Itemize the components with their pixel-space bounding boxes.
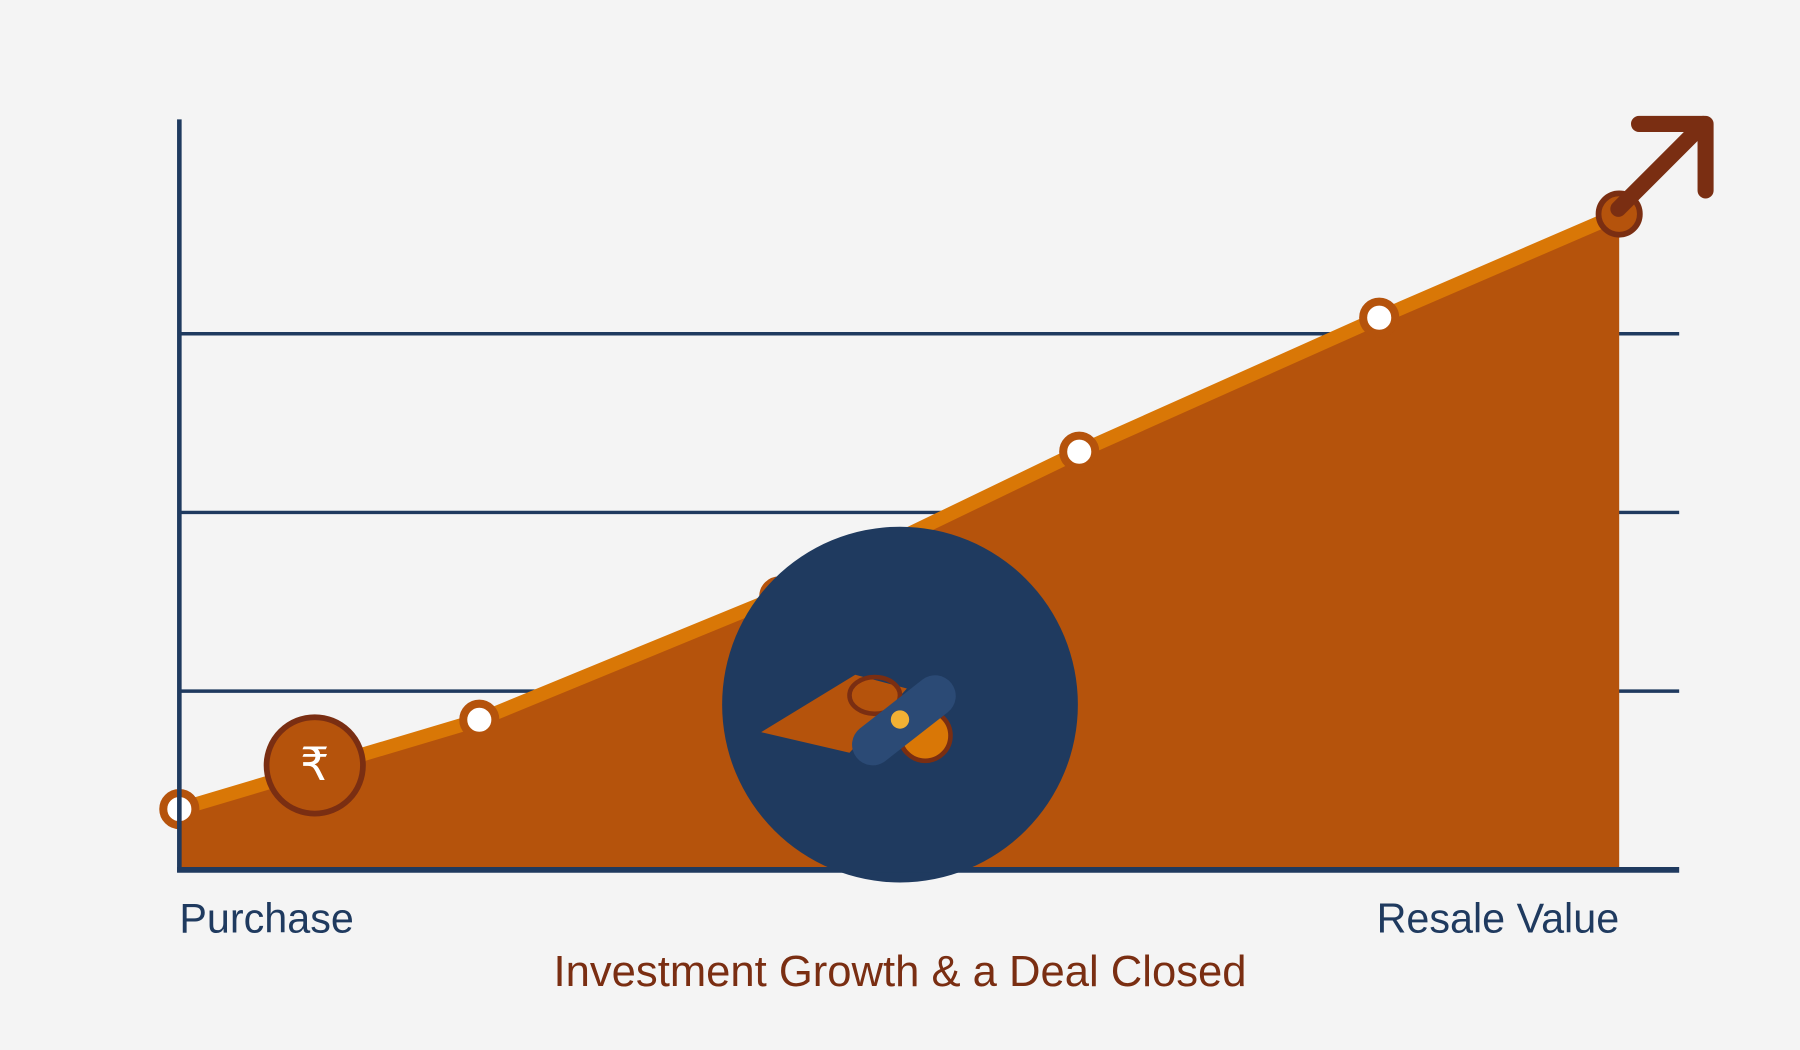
data-point: [1359, 297, 1400, 338]
line: [177, 207, 1622, 816]
arrow-head: [1630, 115, 1714, 199]
data-point: [459, 699, 500, 740]
button: [890, 710, 910, 729]
x-tick-label: Purchase: [179, 895, 353, 941]
x-tick-label: Resale Value: [1377, 895, 1620, 941]
data-point: [1059, 431, 1100, 472]
arrow-shaft: [1610, 115, 1712, 217]
coin: ₹: [263, 714, 366, 817]
thumb: [847, 674, 903, 717]
growth-arrow: [1610, 115, 1714, 217]
coin-symbol: ₹: [300, 738, 329, 790]
chart-title: Investment Growth & a Deal Closed: [554, 948, 1247, 996]
hand-left: [761, 674, 907, 753]
handshake-badge: [722, 526, 1078, 883]
axes: [177, 119, 1680, 873]
coin-circle: [263, 714, 366, 817]
